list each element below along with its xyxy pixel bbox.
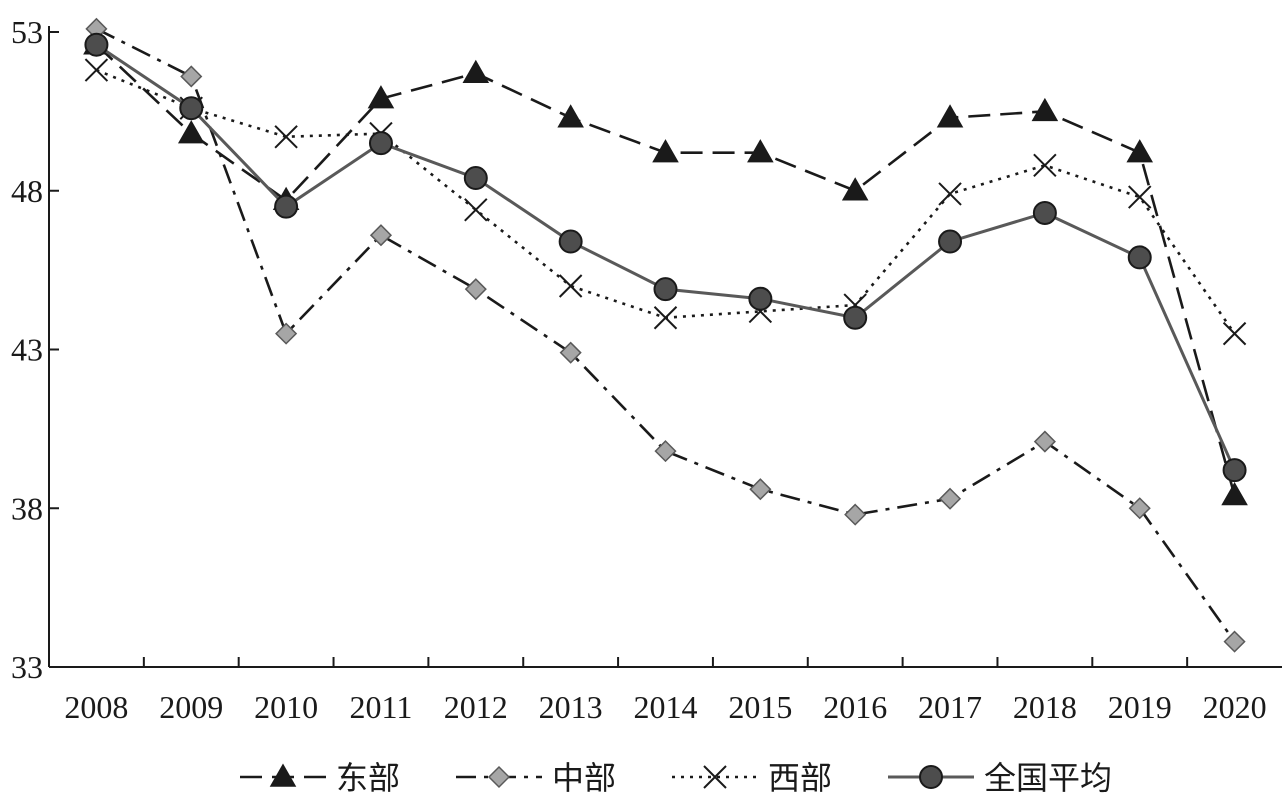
y-tick-label: 38 bbox=[11, 490, 43, 526]
data-point bbox=[1127, 245, 1152, 270]
legend: 东部 中部 西部 全国平均 bbox=[240, 759, 1112, 795]
data-point bbox=[1222, 458, 1247, 483]
legend-marker bbox=[487, 765, 511, 789]
data-point bbox=[1032, 200, 1057, 225]
legend-marker bbox=[703, 765, 727, 789]
data-point bbox=[841, 177, 869, 201]
series-layer bbox=[83, 17, 1248, 653]
data-point bbox=[462, 59, 490, 84]
data-point bbox=[274, 125, 298, 149]
data-point bbox=[1221, 482, 1248, 506]
data-point bbox=[1031, 97, 1059, 122]
series-1 bbox=[83, 31, 1248, 506]
data-point bbox=[367, 85, 395, 109]
data-point bbox=[748, 286, 773, 311]
data-point bbox=[369, 224, 393, 247]
x-tick-label: 2015 bbox=[728, 689, 792, 725]
series-line bbox=[95, 43, 1236, 471]
data-point bbox=[1223, 630, 1246, 653]
data-point bbox=[938, 487, 962, 510]
data-point bbox=[938, 229, 963, 254]
axes: 53 48 43 38 33 2008 2009 2010 2011 2012 2013 2014 20… bbox=[11, 14, 1282, 725]
x-tick-label: 2012 bbox=[444, 689, 508, 725]
data-point bbox=[1128, 497, 1151, 520]
legend-item: 东部 bbox=[240, 759, 400, 795]
data-point bbox=[652, 139, 679, 163]
legend-marker bbox=[269, 763, 297, 787]
data-point bbox=[368, 131, 393, 156]
data-point bbox=[464, 278, 487, 301]
data-point bbox=[559, 341, 582, 364]
data-point bbox=[275, 322, 298, 345]
data-point bbox=[274, 194, 299, 219]
series-4 bbox=[84, 32, 1247, 483]
data-point bbox=[1033, 430, 1056, 453]
data-point bbox=[1128, 185, 1152, 209]
data-point bbox=[84, 58, 109, 82]
x-tick-label: 2013 bbox=[539, 689, 603, 725]
x-tick-label: 2011 bbox=[350, 689, 413, 725]
legend-item: 中部 bbox=[456, 759, 616, 795]
x-tick-label: 2017 bbox=[918, 689, 982, 725]
data-point bbox=[938, 182, 962, 206]
x-tick-label: 2018 bbox=[1013, 689, 1077, 725]
series-line bbox=[95, 43, 1236, 496]
legend-label: 西部 bbox=[768, 759, 832, 795]
x-tick-label: 2008 bbox=[64, 689, 128, 725]
legend-label: 东部 bbox=[336, 759, 400, 795]
data-point bbox=[843, 305, 868, 330]
y-tick-label: 53 bbox=[11, 14, 43, 50]
legend-label: 中部 bbox=[552, 759, 616, 795]
data-point bbox=[557, 104, 584, 128]
data-point bbox=[654, 440, 677, 463]
x-tick-label: 2016 bbox=[823, 689, 887, 725]
x-tick-label: 2019 bbox=[1108, 689, 1172, 725]
data-point bbox=[464, 198, 488, 222]
data-point bbox=[1033, 153, 1057, 178]
data-point bbox=[177, 120, 205, 144]
x-tick-label: 2014 bbox=[634, 689, 698, 725]
data-point bbox=[558, 274, 583, 298]
data-point bbox=[747, 139, 774, 163]
data-point bbox=[179, 96, 204, 121]
data-point bbox=[1222, 321, 1247, 346]
legend-item: 西部 bbox=[672, 759, 832, 795]
series-3 bbox=[84, 58, 1247, 346]
data-point bbox=[463, 166, 488, 191]
y-tick-label: 48 bbox=[11, 173, 43, 209]
x-tick-label: 2009 bbox=[159, 689, 223, 725]
data-point bbox=[1126, 139, 1154, 163]
y-tick-label: 43 bbox=[11, 332, 43, 368]
data-point bbox=[844, 503, 867, 526]
legend-item: 全国平均 bbox=[888, 759, 1112, 795]
data-point bbox=[749, 478, 772, 501]
legend-marker bbox=[919, 765, 943, 789]
data-point bbox=[84, 32, 109, 57]
data-point bbox=[653, 306, 678, 330]
series-2 bbox=[85, 17, 1246, 653]
data-point bbox=[180, 65, 203, 88]
x-tick-label: 2020 bbox=[1203, 689, 1267, 725]
legend-label: 全国平均 bbox=[984, 759, 1112, 795]
x-tick-label: 2010 bbox=[254, 689, 318, 725]
data-point bbox=[653, 277, 678, 302]
y-tick-label: 33 bbox=[11, 649, 43, 685]
data-point bbox=[558, 229, 583, 254]
data-point bbox=[936, 104, 964, 128]
